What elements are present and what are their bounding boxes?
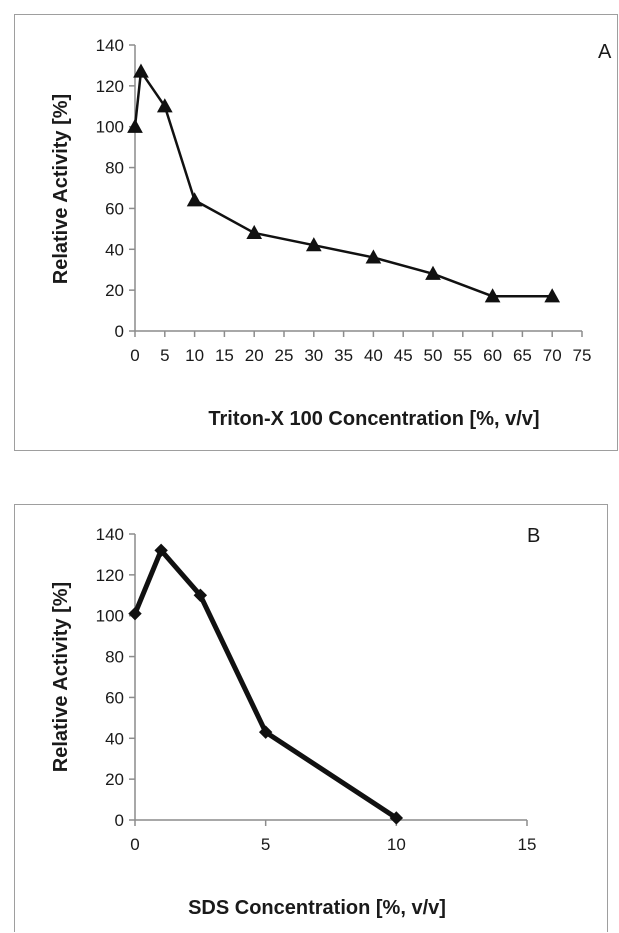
chart-a-x-tick-label: 0 <box>130 346 139 365</box>
chart-a-x-tick-label: 60 <box>483 346 502 365</box>
chart-a-data-point <box>133 63 149 78</box>
chart-a-panel-label: A <box>598 41 612 63</box>
chart-a-y-ticks: 0 20 40 60 80 100 120 140 <box>96 36 135 341</box>
chart-b-markers <box>128 543 404 825</box>
chart-a-y-tick-label: 40 <box>105 240 124 259</box>
chart-b-svg: 0 20 40 60 80 100 120 140 0 5 10 15 B SDS Concentr… <box>50 525 540 919</box>
chart-b-x-tick-label: 15 <box>518 835 537 854</box>
chart-a-data-point <box>544 288 561 303</box>
chart-a-data-point <box>246 224 263 240</box>
chart-b-x-tick-label: 0 <box>130 835 139 854</box>
chart-b-data-point <box>389 811 404 825</box>
chart-b-y-tick-label: 140 <box>96 525 124 544</box>
chart-a-x-tick-label: 50 <box>424 346 443 365</box>
chart-b-series-line <box>132 547 398 821</box>
chart-a-x-tick-label: 35 <box>334 346 353 365</box>
chart-a-x-tick-label: 5 <box>160 346 169 365</box>
chart-b-panel-label: B <box>527 525 540 547</box>
chart-a-x-axis-title: Triton-X 100 Concentration [%, v/v] <box>208 408 539 430</box>
chart-b-x-axis-title: SDS Concentration [%, v/v] <box>188 897 446 919</box>
chart-a-data-point <box>484 288 501 303</box>
chart-b-y-ticks: 0 20 40 60 80 100 120 140 <box>96 525 135 830</box>
chart-b-y-axis-title: Relative Activity [%] <box>50 582 72 772</box>
chart-a-data-point <box>425 265 441 280</box>
chart-b-y-tick-label: 0 <box>115 811 124 830</box>
chart-a-x-tick-label: 70 <box>543 346 562 365</box>
chart-panel-b: 0 20 40 60 80 100 120 140 0 5 10 15 B SDS Concentr… <box>14 504 608 932</box>
chart-a-data-point <box>156 98 173 113</box>
chart-a-series-line <box>133 70 553 298</box>
chart-a-x-tick-label: 10 <box>185 346 204 365</box>
chart-a-x-tick-label: 30 <box>304 346 323 365</box>
chart-a-y-axis-title: Relative Activity [%] <box>50 94 72 284</box>
chart-a-data-point <box>186 192 203 207</box>
chart-b-y-tick-label: 20 <box>105 770 124 789</box>
chart-a-x-tick-label: 40 <box>364 346 383 365</box>
chart-a-y-tick-label: 60 <box>105 199 124 218</box>
chart-b-data-point <box>154 543 168 558</box>
chart-a-y-tick-label: 100 <box>96 118 124 137</box>
chart-a-x-tick-label: 25 <box>275 346 294 365</box>
chart-a-y-tick-label: 120 <box>96 77 124 96</box>
chart-b-x-ticks: 0 5 10 15 <box>130 820 536 854</box>
chart-b-y-tick-label: 80 <box>105 648 124 667</box>
chart-a-data-point <box>305 237 322 252</box>
chart-a-x-tick-label: 20 <box>245 346 264 365</box>
chart-a-x-tick-label: 65 <box>513 346 532 365</box>
chart-b-data-point <box>258 725 273 739</box>
chart-b-data-point <box>193 588 208 602</box>
chart-a-x-tick-label: 55 <box>453 346 472 365</box>
chart-a-x-tick-label: 15 <box>215 346 234 365</box>
chart-a-y-tick-label: 80 <box>105 159 124 178</box>
chart-a-markers <box>127 63 561 303</box>
chart-a-data-point <box>365 249 382 264</box>
chart-b-y-tick-label: 60 <box>105 688 124 707</box>
chart-b-x-tick-label: 10 <box>387 835 406 854</box>
chart-b-y-tick-label: 40 <box>105 729 124 748</box>
chart-a-x-ticks: 0 5 10 15 20 25 30 35 40 45 50 55 60 65 70 75 <box>130 331 591 365</box>
chart-a-svg: 0 20 40 60 80 100 120 140 0 5 10 15 20 25 30 35 40 45 50 5… <box>50 36 612 430</box>
chart-panel-a: 0 20 40 60 80 100 120 140 0 5 10 15 20 25 30 35 40 45 50 5… <box>14 14 618 451</box>
chart-b-data-point <box>128 606 142 621</box>
chart-b-x-tick-label: 5 <box>261 835 270 854</box>
chart-a-y-tick-label: 20 <box>105 281 124 300</box>
chart-a-y-tick-label: 0 <box>115 322 124 341</box>
chart-a-x-tick-label: 75 <box>573 346 592 365</box>
chart-b-y-tick-label: 120 <box>96 566 124 585</box>
chart-a-data-point <box>127 118 143 133</box>
chart-a-x-tick-label: 45 <box>394 346 413 365</box>
chart-b-y-tick-label: 100 <box>96 607 124 626</box>
chart-a-y-tick-label: 140 <box>96 36 124 55</box>
